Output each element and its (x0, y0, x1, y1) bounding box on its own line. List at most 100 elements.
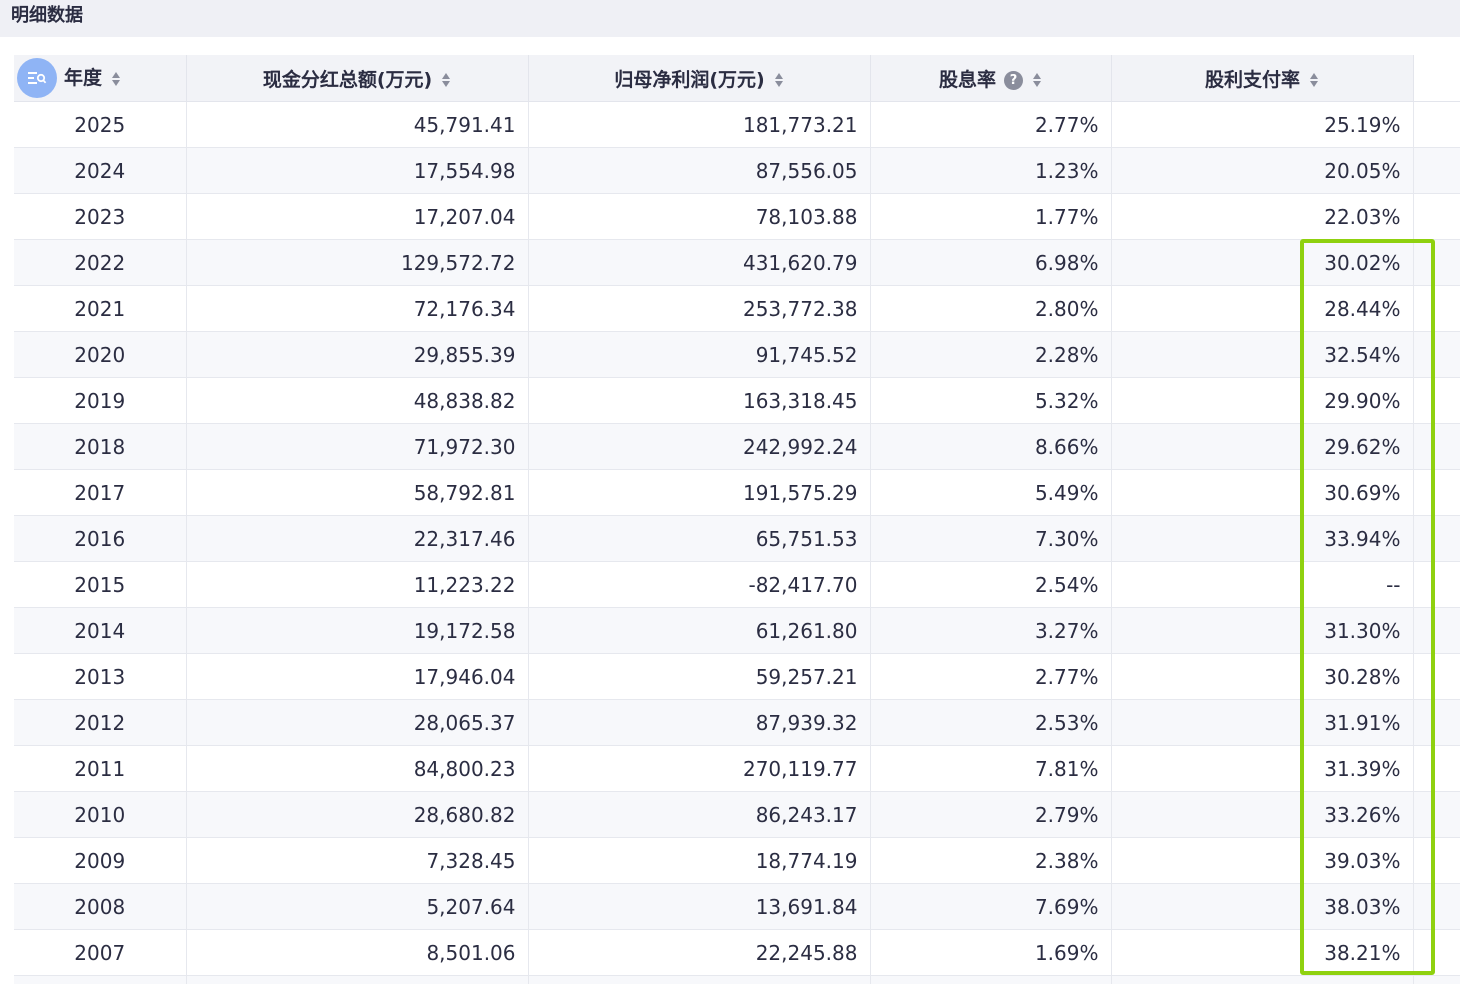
table-row[interactable]: 2023 17,207.04 78,103.88 1.77% 22.03% (14, 193, 1460, 240)
cell-payout-ratio: 32.54% (1111, 331, 1414, 378)
sort-icon[interactable] (112, 70, 121, 88)
table-row[interactable]: 2014 19,172.58 61,261.80 3.27% 31.30% (14, 607, 1460, 654)
cell-payout-ratio: 20.05% (1111, 147, 1414, 194)
cell-net-profit: 181,773.21 (528, 101, 871, 148)
table-row[interactable]: 2018 71,972.30 242,992.24 8.66% 29.62% (14, 423, 1460, 470)
cell-dividend-yield: 7.69% (870, 883, 1112, 930)
cell-extra (1413, 331, 1460, 378)
column-header-label: 归母净利润(万元) (614, 68, 765, 91)
cell-extra (1413, 791, 1460, 838)
cell-extra (1413, 883, 1460, 930)
cell-net-profit: 13,691.84 (528, 883, 871, 930)
table-row[interactable]: 2009 7,328.45 18,774.19 2.38% 39.03% (14, 837, 1460, 884)
cell-dividend-yield: 2.28% (870, 331, 1112, 378)
cell-year: 2020 (14, 331, 187, 378)
table-row[interactable]: 2021 72,176.34 253,772.38 2.80% 28.44% (14, 285, 1460, 332)
cell-dividend-yield: 1.77% (870, 193, 1112, 240)
table-row[interactable]: 2012 28,065.37 87,939.32 2.53% 31.91% (14, 699, 1460, 746)
cell-extra (1413, 561, 1460, 608)
table-row[interactable]: 2025 45,791.41 181,773.21 2.77% 25.19% (14, 101, 1460, 148)
cell-extra (1413, 515, 1460, 562)
detail-data-table: 年度 现金分红总额(万元) 归母净利润(万元) 股息率? 股利支付率 2025 4… (14, 55, 1460, 984)
help-icon[interactable]: ? (1004, 70, 1023, 90)
cell-payout-ratio: 31.39% (1111, 745, 1414, 792)
cell-year: 2013 (14, 653, 187, 700)
table-row[interactable] (14, 975, 1460, 984)
cell-payout-ratio: 29.62% (1111, 423, 1414, 470)
section-header: 明细数据 (0, 0, 1460, 37)
cell-cash-dividend: 29,855.39 (186, 331, 529, 378)
cell-net-profit: 163,318.45 (528, 377, 871, 424)
column-header-cash-dividend[interactable]: 现金分红总额(万元) (186, 55, 529, 102)
cell-cash-dividend (186, 975, 529, 984)
section-title: 明细数据 (11, 5, 83, 26)
cell-payout-ratio: 31.91% (1111, 699, 1414, 746)
cell-dividend-yield: 1.23% (870, 147, 1112, 194)
cell-net-profit: 59,257.21 (528, 653, 871, 700)
cell-year: 2009 (14, 837, 187, 884)
cell-net-profit: 18,774.19 (528, 837, 871, 884)
table-body: 2025 45,791.41 181,773.21 2.77% 25.19% 2024 17… (14, 101, 1460, 984)
cell-cash-dividend: 28,065.37 (186, 699, 529, 746)
table-row[interactable]: 2019 48,838.82 163,318.45 5.32% 29.90% (14, 377, 1460, 424)
table-row[interactable]: 2011 84,800.23 270,119.77 7.81% 31.39% (14, 745, 1460, 792)
cell-payout-ratio: 38.03% (1111, 883, 1414, 930)
table-row[interactable]: 2017 58,792.81 191,575.29 5.49% 30.69% (14, 469, 1460, 516)
cell-payout-ratio: -- (1111, 561, 1414, 608)
cell-payout-ratio: 30.28% (1111, 653, 1414, 700)
cell-dividend-yield: 2.79% (870, 791, 1112, 838)
cell-net-profit: 86,243.17 (528, 791, 871, 838)
table-row[interactable]: 2022 129,572.72 431,620.79 6.98% 30.02% (14, 239, 1460, 286)
cell-cash-dividend: 72,176.34 (186, 285, 529, 332)
cell-net-profit: 242,992.24 (528, 423, 871, 470)
table-row[interactable]: 2010 28,680.82 86,243.17 2.79% 33.26% (14, 791, 1460, 838)
cell-year: 2016 (14, 515, 187, 562)
column-header-dividend-yield[interactable]: 股息率? (870, 55, 1112, 102)
column-header-label: 股息率 (938, 68, 996, 91)
cell-net-profit: 61,261.80 (528, 607, 871, 654)
table-row[interactable]: 2020 29,855.39 91,745.52 2.28% 32.54% (14, 331, 1460, 378)
column-header-extra (1413, 55, 1460, 102)
cell-cash-dividend: 45,791.41 (186, 101, 529, 148)
cell-year: 2023 (14, 193, 187, 240)
cell-extra (1413, 239, 1460, 286)
cell-dividend-yield: 2.77% (870, 101, 1112, 148)
cell-extra (1413, 653, 1460, 700)
column-filter-button[interactable] (17, 58, 57, 98)
cell-year (14, 975, 187, 984)
cell-extra (1413, 469, 1460, 516)
column-header-year[interactable]: 年度 (14, 55, 187, 102)
cell-year: 2012 (14, 699, 187, 746)
table-row[interactable]: 2013 17,946.04 59,257.21 2.77% 30.28% (14, 653, 1460, 700)
cell-net-profit: 431,620.79 (528, 239, 871, 286)
column-header-net-profit[interactable]: 归母净利润(万元) (528, 55, 871, 102)
table-row[interactable]: 2015 11,223.22 -82,417.70 2.54% -- (14, 561, 1460, 608)
table-row[interactable]: 2007 8,501.06 22,245.88 1.69% 38.21% (14, 929, 1460, 976)
cell-extra (1413, 423, 1460, 470)
cell-dividend-yield: 7.81% (870, 745, 1112, 792)
cell-payout-ratio: 33.26% (1111, 791, 1414, 838)
sort-icon[interactable] (1033, 71, 1042, 89)
sort-icon[interactable] (1310, 71, 1319, 89)
cell-extra (1413, 745, 1460, 792)
cell-net-profit: -82,417.70 (528, 561, 871, 608)
table-row[interactable]: 2016 22,317.46 65,751.53 7.30% 33.94% (14, 515, 1460, 562)
sort-icon[interactable] (774, 71, 784, 89)
cell-net-profit (528, 975, 871, 984)
cell-cash-dividend: 129,572.72 (186, 239, 529, 286)
cell-payout-ratio: 39.03% (1111, 837, 1414, 884)
cell-dividend-yield: 5.49% (870, 469, 1112, 516)
cell-cash-dividend: 22,317.46 (186, 515, 529, 562)
cell-year: 2024 (14, 147, 187, 194)
cell-cash-dividend: 17,207.04 (186, 193, 529, 240)
cell-payout-ratio: 31.30% (1111, 607, 1414, 654)
cell-dividend-yield: 7.30% (870, 515, 1112, 562)
cell-year: 2019 (14, 377, 187, 424)
table-row[interactable]: 2008 5,207.64 13,691.84 7.69% 38.03% (14, 883, 1460, 930)
column-header-payout-ratio[interactable]: 股利支付率 (1111, 55, 1414, 102)
column-header-label: 股利支付率 (1204, 68, 1300, 91)
sort-icon[interactable] (442, 71, 451, 89)
filter-list-icon (28, 72, 47, 84)
table-row[interactable]: 2024 17,554.98 87,556.05 1.23% 20.05% (14, 147, 1460, 194)
cell-year: 2015 (14, 561, 187, 608)
